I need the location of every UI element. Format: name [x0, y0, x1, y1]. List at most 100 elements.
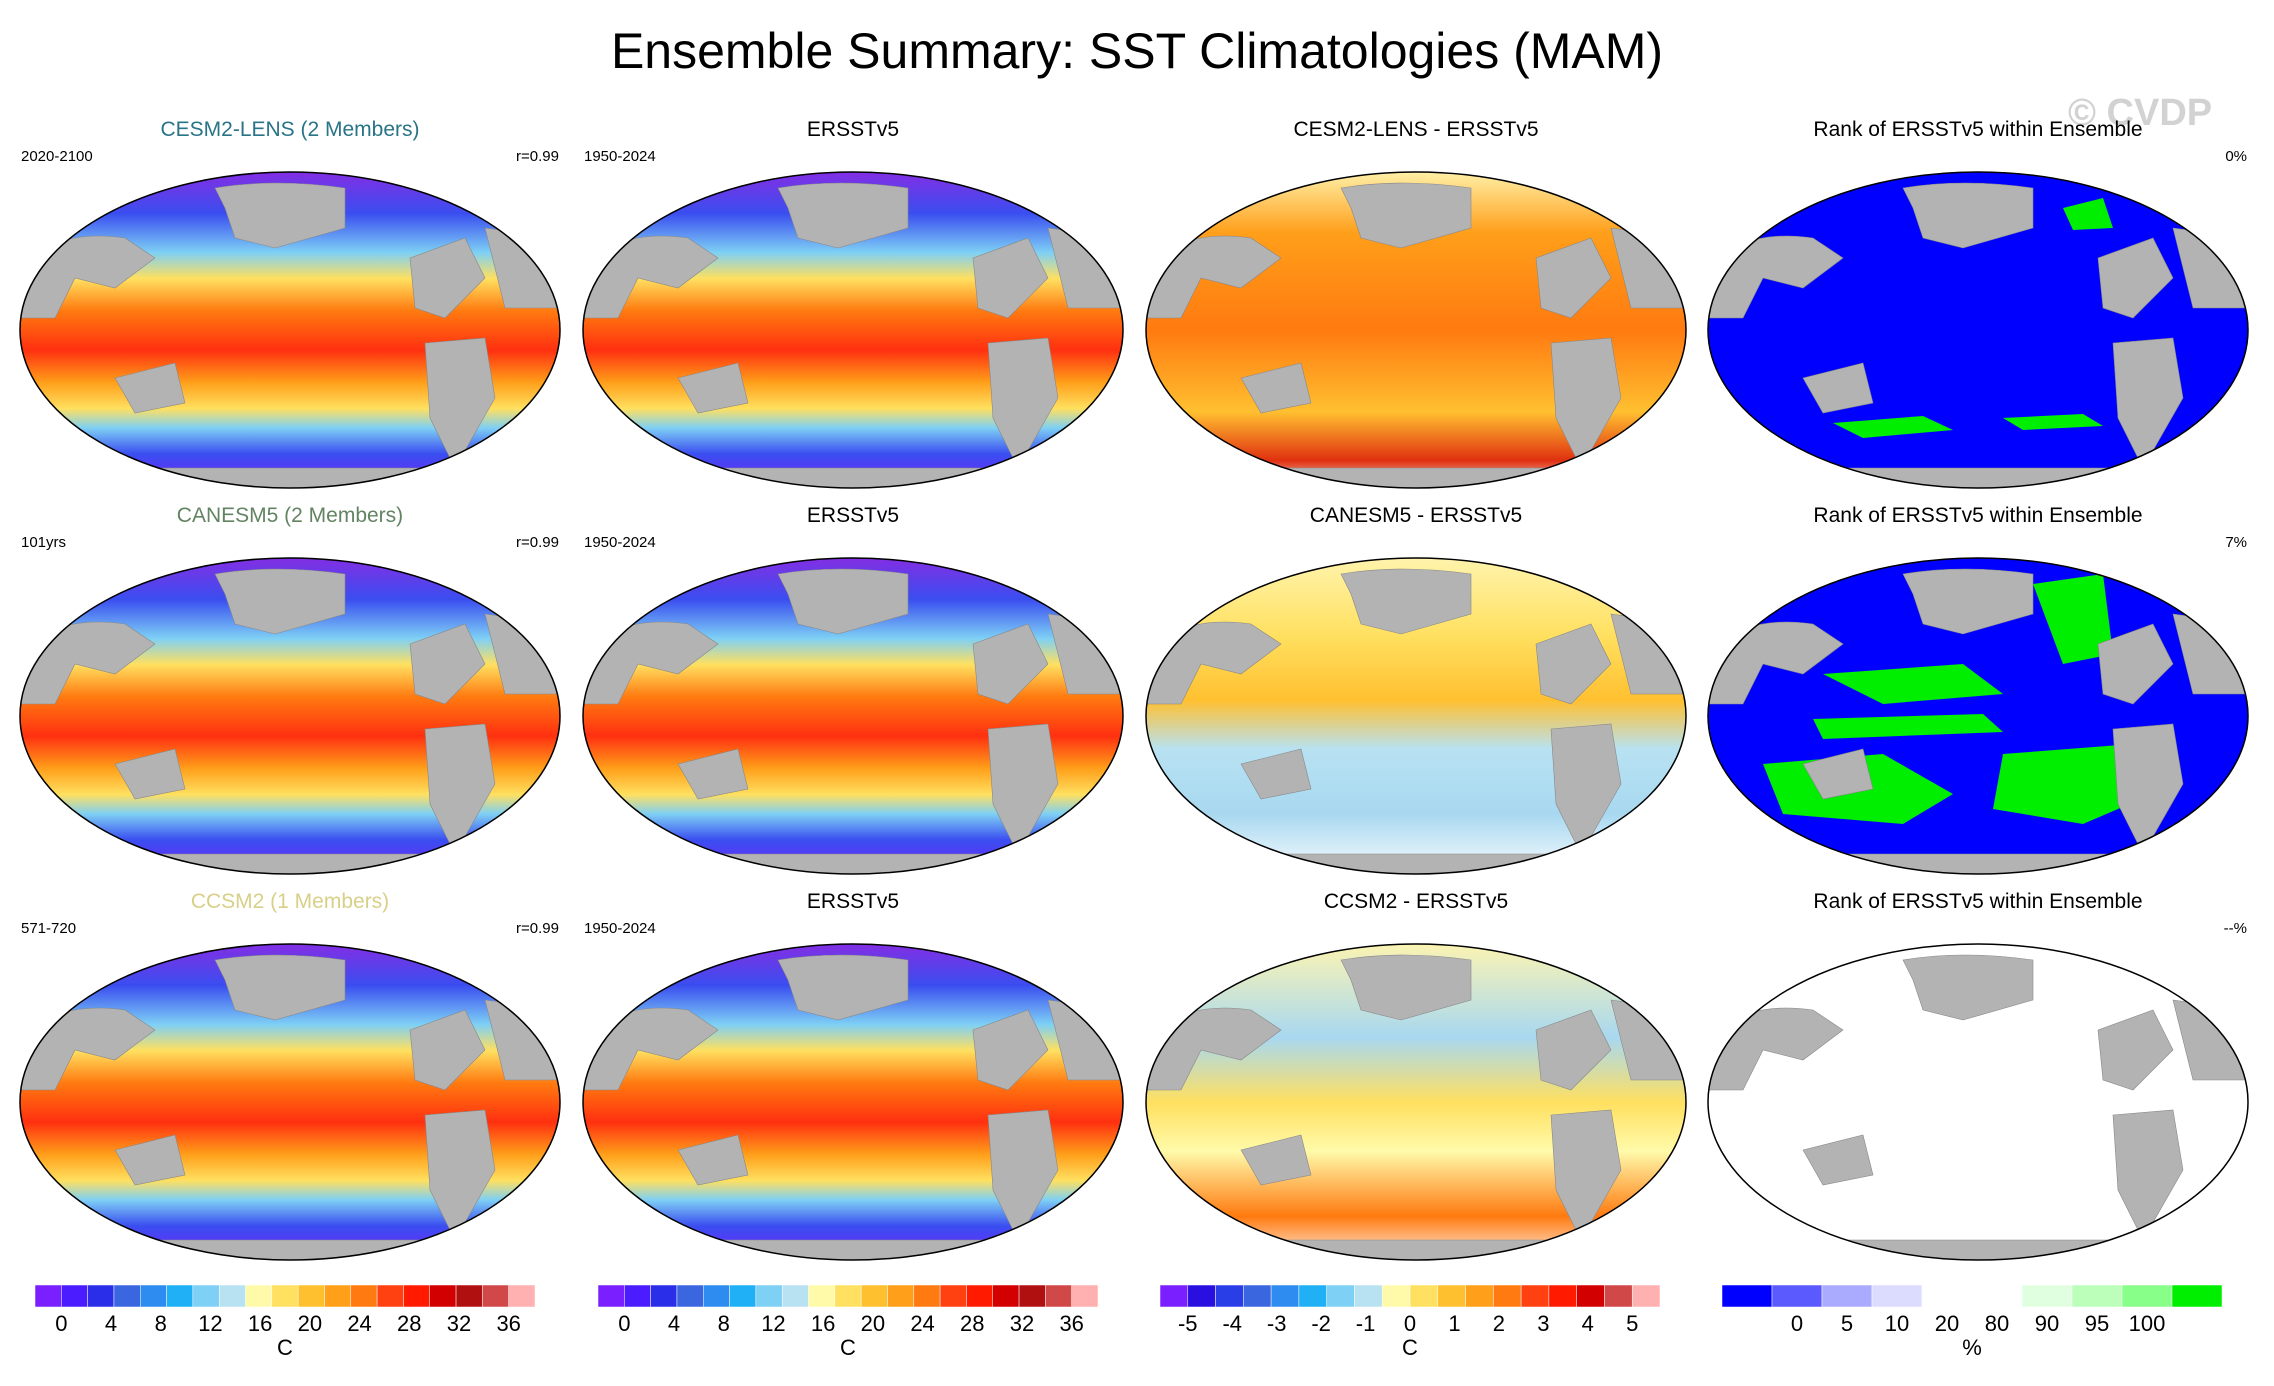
panel-rank-row-2: Rank of ERSSTv5 within Ensemble 7% [1703, 504, 2253, 879]
world-map [578, 554, 1128, 879]
colorbar-swatch [1354, 1284, 1383, 1308]
colorbar-tick-label: 3 [1537, 1311, 1549, 1335]
colorbar-swatch [61, 1284, 88, 1308]
panel-title: CCSM2 (1 Members) [190, 890, 390, 913]
colorbar-swatch [350, 1284, 378, 1308]
world-map [578, 940, 1128, 1265]
colorbar-tick-label: 28 [397, 1311, 421, 1335]
rank-percent-label: 7% [2225, 534, 2247, 551]
colorbar-tick-label: -1 [1356, 1311, 1376, 1335]
colorbar-swatch [1921, 1284, 1973, 1308]
colorbar-swatch [1771, 1284, 1823, 1308]
colorbar-tick-label: 28 [960, 1311, 984, 1335]
panel-rank-row-1: Rank of ERSSTv5 within Ensemble 0% [1703, 118, 2253, 493]
world-map [1703, 940, 2253, 1265]
colorbar-swatch [324, 1284, 352, 1308]
colorbar-tick-label: -4 [1222, 1311, 1242, 1335]
colorbar-tick-label: 80 [1985, 1311, 2009, 1335]
colorbar-swatch [755, 1284, 783, 1308]
panel-obs-row-2: ERSSTv5 1950-2024 [578, 504, 1128, 879]
colorbar-swatch [271, 1284, 299, 1308]
colorbar-swatch [113, 1284, 141, 1308]
colorbar-swatch [1298, 1284, 1327, 1308]
world-map [15, 940, 565, 1265]
colorbar-swatch [1493, 1284, 1522, 1308]
colorbar-tick-label: 12 [198, 1311, 222, 1335]
colorbar-swatch [939, 1284, 967, 1308]
colorbar-swatch [729, 1284, 757, 1308]
colorbar-sst-obs: 0 4 8 12 16 20 24 28 32 36 C [597, 1284, 1099, 1375]
colorbar-swatch [1721, 1284, 1773, 1308]
period-label: 1950-2024 [584, 148, 656, 165]
colorbar-swatch [2021, 1284, 2073, 1308]
panel-title: ERSSTv5 [806, 890, 900, 913]
correlation-label: r=0.99 [516, 148, 559, 165]
colorbar-swatch [1821, 1284, 1873, 1308]
panel-diff-row-2: CANESM5 - ERSSTv5 [1141, 504, 1691, 879]
colorbar-tick-label: 12 [761, 1311, 785, 1335]
colorbar-tick-label: 0 [618, 1311, 630, 1335]
colorbar-tick-label: 0 [1404, 1311, 1416, 1335]
world-map [1703, 168, 2253, 493]
colorbar-swatch [2171, 1284, 2223, 1308]
period-label: 101yrs [21, 534, 67, 551]
colorbar-swatch [34, 1284, 62, 1308]
colorbar-swatch [650, 1284, 678, 1308]
colorbar-swatch [860, 1284, 888, 1308]
colorbar-tick-label: 24 [910, 1311, 934, 1335]
colorbar-tick-label: 8 [155, 1311, 167, 1335]
colorbar-tick-label: 20 [1935, 1311, 1959, 1335]
colorbar-swatch [703, 1284, 730, 1308]
colorbar-swatch [781, 1284, 809, 1308]
colorbar-unit: C [840, 1335, 856, 1360]
colorbar-swatch [1326, 1284, 1355, 1308]
panel-model-row-2: CANESM5 (2 Members) 101yrs r=0.99 [15, 504, 565, 879]
colorbar-swatch [1548, 1284, 1577, 1308]
colorbar-swatch [2121, 1284, 2173, 1308]
world-map [1141, 168, 1691, 493]
correlation-label: r=0.99 [516, 534, 559, 551]
world-map [578, 168, 1128, 493]
panel-title: CANESM5 (2 Members) [176, 504, 404, 527]
colorbar-tick-label: 20 [861, 1311, 885, 1335]
colorbar-tick-label: 4 [668, 1311, 680, 1335]
colorbar-tick-label: 16 [811, 1311, 835, 1335]
panel-obs-row-3: ERSSTv5 1950-2024 [578, 890, 1128, 1265]
colorbar-swatch [1045, 1284, 1072, 1308]
colorbar-swatch [429, 1284, 457, 1308]
colorbar-tick-label: 95 [2085, 1311, 2109, 1335]
colorbar-unit: C [277, 1335, 293, 1360]
panel-diff-row-3: CCSM2 - ERSSTv5 [1141, 890, 1691, 1265]
colorbar-tick-label: 36 [496, 1311, 520, 1335]
colorbar-swatch [376, 1284, 404, 1308]
colorbar-swatch [1381, 1284, 1411, 1308]
colorbar-tick-label: 1 [1448, 1311, 1460, 1335]
colorbar-swatch [1018, 1284, 1046, 1308]
colorbar-swatch [87, 1284, 115, 1308]
panel-rank-row-3: Rank of ERSSTv5 within Ensemble --% [1703, 890, 2253, 1265]
colorbar-tick-label: 16 [248, 1311, 272, 1335]
colorbar-tick-label: -3 [1267, 1311, 1287, 1335]
world-map [15, 168, 565, 493]
period-label: 1950-2024 [584, 534, 656, 551]
colorbar-swatch [887, 1284, 915, 1308]
colorbar-tick-label: 0 [55, 1311, 67, 1335]
panel-title: ERSSTv5 [806, 118, 900, 141]
panel-title: Rank of ERSSTv5 within Ensemble [1813, 890, 2143, 913]
colorbar-swatch [1465, 1284, 1494, 1308]
colorbar-swatch [1215, 1284, 1244, 1308]
colorbar-swatch [1270, 1284, 1300, 1308]
colorbar-swatch [1409, 1284, 1439, 1308]
world-map [1141, 940, 1691, 1265]
colorbar-swatch [966, 1284, 993, 1308]
colorbar-swatch [218, 1284, 246, 1308]
colorbar-swatch [1871, 1284, 1923, 1308]
world-map [15, 554, 565, 879]
colorbar-swatch [676, 1284, 704, 1308]
colorbar-tick-label: 24 [347, 1311, 371, 1335]
colorbar-swatch [1520, 1284, 1550, 1308]
colorbar-tick-label: 20 [298, 1311, 322, 1335]
colorbar-tick-label: 5 [1626, 1311, 1638, 1335]
rank-percent-label: 0% [2225, 148, 2247, 165]
colorbar-swatch [1243, 1284, 1272, 1308]
